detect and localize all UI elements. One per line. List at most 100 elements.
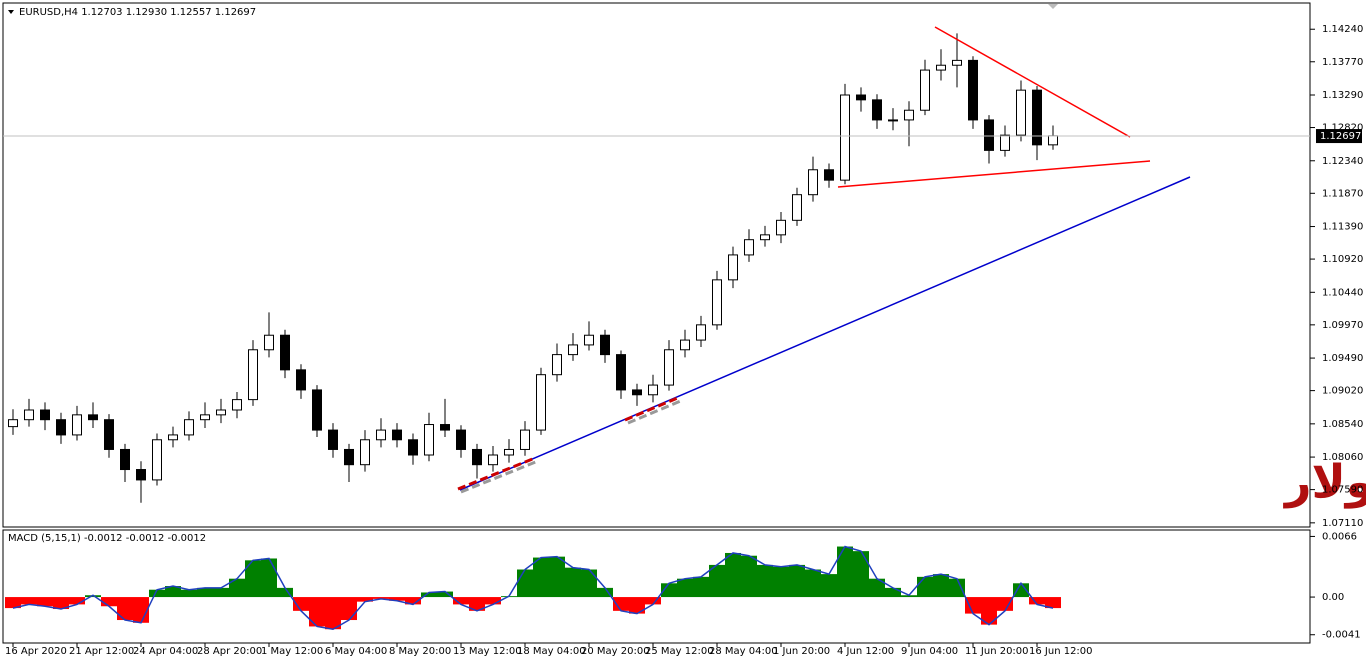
macd-bar	[517, 569, 533, 598]
macd-bar	[597, 587, 613, 598]
y-tick-label: 1.12340	[1322, 156, 1363, 167]
x-tick-label: 4 Jun 12:00	[837, 646, 894, 657]
x-tick-label: 28 Apr 20:00	[197, 646, 262, 657]
candle-body	[456, 429, 466, 450]
macd-bar	[805, 569, 821, 598]
candle-body	[200, 414, 210, 421]
y-tick-label: 1.13770	[1322, 57, 1363, 68]
macd-bar	[853, 551, 869, 598]
candle-body	[680, 339, 690, 351]
macd-bar	[197, 587, 213, 598]
macd-bar	[101, 597, 117, 607]
candle-body	[840, 94, 850, 181]
candle-body	[360, 439, 370, 466]
candle-body	[280, 334, 290, 371]
candle-body	[248, 349, 258, 401]
macd-bar	[613, 597, 629, 611]
macd-bar	[725, 552, 741, 598]
macd-bar	[933, 574, 949, 598]
x-tick-label: 21 Apr 12:00	[69, 646, 134, 657]
candle-body	[216, 409, 226, 416]
dashed-line	[457, 456, 536, 491]
macd-bar	[485, 597, 501, 605]
macd-bar	[37, 597, 53, 607]
dash-shadow	[627, 398, 684, 425]
triangle-line	[837, 160, 1151, 188]
macd-bar	[821, 574, 837, 598]
candle-body	[984, 119, 994, 151]
macd-bar	[229, 578, 245, 598]
macd-bar	[1045, 597, 1061, 609]
x-tick-label: 9 Jun 04:00	[901, 646, 958, 657]
macd-bar	[1013, 583, 1029, 598]
candle-body	[568, 344, 578, 356]
macd-bar	[293, 597, 309, 611]
candle-body	[136, 469, 146, 481]
x-tick-label: 28 May 04:00	[709, 646, 778, 657]
x-tick-label: 25 May 12:00	[645, 646, 714, 657]
macd-bar	[261, 558, 277, 598]
macd-bar	[533, 557, 549, 598]
macd-bar	[901, 595, 917, 598]
macd-bar	[341, 597, 357, 621]
macd-bar	[757, 564, 773, 598]
y-tick-label: 1.10920	[1322, 254, 1363, 265]
y-tick-label: 1.09020	[1322, 386, 1363, 397]
macd-bar	[1029, 597, 1045, 605]
candle-body	[920, 69, 930, 111]
candle-body	[232, 399, 242, 411]
candle-body	[1000, 134, 1010, 151]
candle-body	[504, 448, 514, 456]
macd-bar	[565, 567, 581, 598]
candle-body	[184, 419, 194, 436]
macd-bar	[693, 576, 709, 598]
candle-body	[952, 59, 962, 66]
candle-body	[888, 119, 898, 122]
candle-body	[856, 94, 866, 101]
macd-bar	[149, 589, 165, 598]
macd-bar	[69, 597, 85, 605]
candle-body	[664, 349, 674, 386]
macd-bar	[837, 546, 853, 598]
y-tick-label: 1.11390	[1322, 222, 1363, 233]
macd-panel	[2, 529, 1311, 644]
macd-bar	[85, 595, 101, 598]
candle-body	[696, 324, 706, 341]
candle-body	[296, 369, 306, 391]
candle-body	[88, 414, 98, 421]
triangle-line	[934, 26, 1131, 138]
candle-body	[616, 354, 626, 391]
macd-bar	[773, 566, 789, 598]
candle-body	[872, 99, 882, 121]
macd-bar	[965, 597, 981, 614]
macd-bar	[5, 597, 21, 609]
macd-bar	[677, 578, 693, 598]
y-tick-label: -0.0041	[1322, 630, 1361, 641]
macd-bar	[789, 564, 805, 598]
y-tick-label: 1.09970	[1322, 320, 1363, 331]
menu-caret[interactable]	[8, 10, 14, 14]
candle-body	[520, 429, 530, 450]
candle-body	[632, 389, 642, 396]
macd-bar	[453, 597, 469, 605]
candle-body	[488, 454, 498, 466]
macd-bar	[997, 597, 1013, 611]
macd-bar	[645, 597, 661, 605]
macd-bar	[181, 589, 197, 598]
candle-body	[120, 448, 130, 471]
candle-body	[600, 334, 610, 356]
y-tick-label: 1.12820	[1322, 123, 1363, 134]
macd-bar	[53, 597, 69, 610]
candle-body	[408, 439, 418, 456]
candle-body	[344, 448, 354, 466]
candle-body	[376, 429, 386, 441]
candle-body	[392, 429, 402, 441]
candle-body	[552, 354, 562, 376]
x-tick-label: 18 May 04:00	[517, 646, 586, 657]
macd-bar	[277, 587, 293, 598]
macd-title: MACD (5,15,1) -0.0012 -0.0012 -0.0012	[8, 533, 206, 544]
macd-bar	[885, 587, 901, 598]
macd-bar	[661, 583, 677, 598]
